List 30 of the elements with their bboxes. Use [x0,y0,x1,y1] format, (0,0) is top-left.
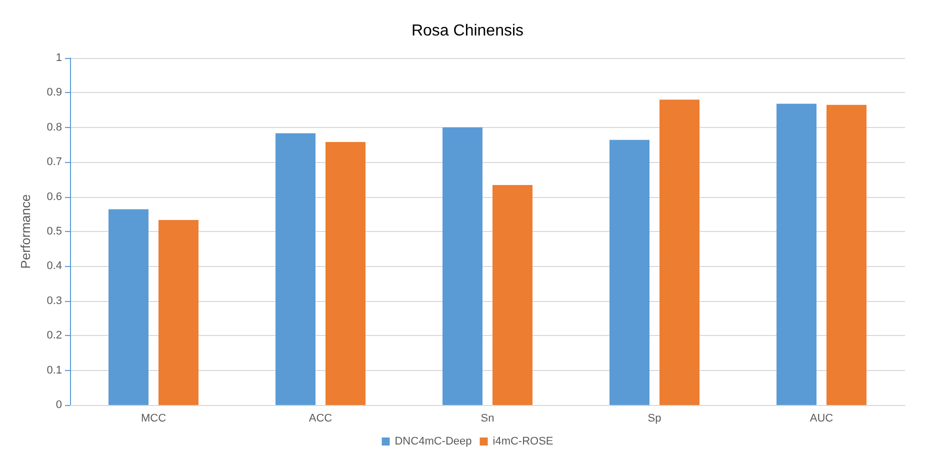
bar [442,127,482,405]
bar [108,209,148,405]
y-tick-label: 0.3 [46,294,62,307]
chart-title: Rosa Chinensis [411,22,524,40]
y-tick-label: 0.7 [46,156,62,168]
x-tick-label: AUC [810,412,834,424]
x-tick-label: ACC [308,412,332,424]
legend-label: i4mC-ROSE [492,436,554,448]
bar [326,142,366,405]
bar [492,185,532,405]
x-tick-label: MCC [140,412,166,424]
bar [610,140,650,405]
bar [826,104,866,405]
bar [158,220,198,405]
x-tick-label: Sp [648,412,662,424]
y-tick-label: 0.8 [46,121,62,134]
legend-label: DNC4mC-Deep [394,436,472,448]
bar [276,133,316,405]
y-axis-title: Performance [18,194,33,269]
y-tick-label: 0.9 [46,86,62,99]
y-tick-label: 0.2 [46,330,62,342]
y-tick-label: 0 [56,399,62,411]
x-tick-label: Sn [480,412,494,424]
bar [776,104,816,405]
y-tick-label: 0.4 [46,260,62,272]
y-tick-label: 1 [56,52,62,64]
y-tick-label: 0.1 [46,364,62,376]
bar [660,100,700,405]
y-tick-label: 0.6 [46,190,62,203]
y-tick-label: 0.5 [46,226,62,238]
